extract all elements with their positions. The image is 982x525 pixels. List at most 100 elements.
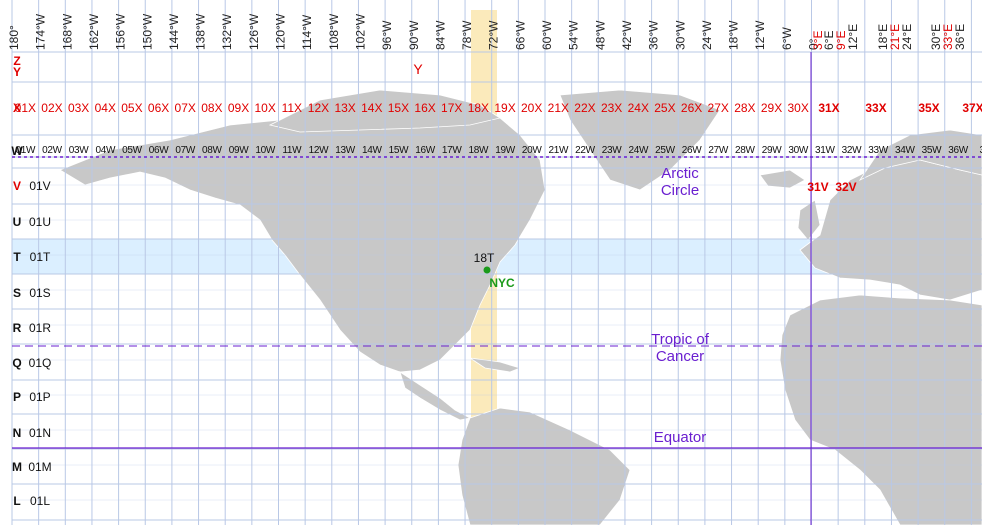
nyc-label: NYC xyxy=(489,276,515,290)
zone-label-w: 05W xyxy=(122,145,143,156)
zone-label-w: 15W xyxy=(389,145,410,156)
zone-label-w: 28W xyxy=(735,145,756,156)
zone-label-w: 01W xyxy=(15,145,36,156)
nyc-marker[interactable] xyxy=(483,266,491,274)
zone-label-w: 14W xyxy=(362,145,383,156)
zone-label-x: 10X xyxy=(254,101,275,115)
zone-label-w: 35W xyxy=(922,145,943,156)
longitude-label: 60°W xyxy=(540,20,554,50)
zone-label-01: 01P xyxy=(29,390,50,404)
longitude-label: 30°W xyxy=(673,20,687,50)
zone-label-w: 17W xyxy=(442,145,463,156)
latitude-band-letter: U xyxy=(13,215,22,229)
zone-label-w: 32W xyxy=(842,145,863,156)
longitude-label: 90°W xyxy=(407,20,421,50)
longitude-label: 156°W xyxy=(114,13,128,50)
latitude-band-letter: Y xyxy=(13,65,21,79)
zone-label-w: 21W xyxy=(548,145,569,156)
zone-label-01: 01N xyxy=(29,426,51,440)
zone-label-w: 16W xyxy=(415,145,436,156)
zone-label-x: 33X xyxy=(865,101,886,115)
zone-label-x: 25X xyxy=(654,101,675,115)
zone-label-x: 35X xyxy=(918,101,939,115)
zone-31v-label: 31V xyxy=(807,180,828,194)
longitude-label: 144°W xyxy=(167,13,181,50)
zone-label-x: 20X xyxy=(521,101,542,115)
zone-label-x: 21X xyxy=(548,101,569,115)
zone-label-w: 29W xyxy=(762,145,783,156)
longitude-label: 96°W xyxy=(380,20,394,50)
zone-column-01: 01V 01U 01T 01S 01R 01Q 01P 01N 01M 01L xyxy=(28,179,51,508)
zone-label-x: 04X xyxy=(95,101,116,115)
zone-label-x: 15X xyxy=(388,101,409,115)
arctic-circle-label-line2: Circle xyxy=(661,182,699,199)
tropic-of-cancer-label-line2: Cancer xyxy=(656,348,704,365)
zone-label-01: 01V xyxy=(29,179,50,193)
zone-label-x: 12X xyxy=(308,101,329,115)
zone-label-w: 36W xyxy=(948,145,969,156)
longitude-label: 42°W xyxy=(620,20,634,50)
longitude-label: 72°W xyxy=(487,20,501,50)
longitude-label: 66°W xyxy=(513,20,527,50)
zone-label-w: 27W xyxy=(708,145,729,156)
zone-label-x: 30X xyxy=(787,101,808,115)
zone-label-x: 31X xyxy=(818,101,839,115)
zone-label-x: 06X xyxy=(148,101,169,115)
latitude-band-letter: M xyxy=(12,460,22,474)
zone-label-01: 01Q xyxy=(29,356,52,370)
zone-label-w: 13W xyxy=(335,145,356,156)
latitude-band-letter: Z xyxy=(13,54,20,68)
zone-label-x: 22X xyxy=(574,101,595,115)
zone-label-x: 17X xyxy=(441,101,462,115)
zone-label-w: 25W xyxy=(655,145,676,156)
longitude-label: 6°E xyxy=(822,31,836,50)
longitude-label: 162°W xyxy=(87,13,101,50)
longitude-label: 150°W xyxy=(140,13,154,50)
longitude-label: 132°W xyxy=(220,13,234,50)
longitude-label: 84°W xyxy=(433,20,447,50)
longitude-label: 114°W xyxy=(300,14,314,50)
zone-label-01: 01M xyxy=(28,460,51,474)
longitude-label: 36°W xyxy=(647,20,661,50)
longitude-label: 0° xyxy=(807,38,821,50)
zone-label-x: 19X xyxy=(494,101,515,115)
longitude-label: 54°W xyxy=(567,20,581,50)
longitude-label: 24°W xyxy=(700,20,714,50)
zone-label-x: 03X xyxy=(68,101,89,115)
equator-label: Equator xyxy=(654,429,707,446)
longitude-label: 168°W xyxy=(60,13,74,50)
longitude-label: 174°W xyxy=(34,13,48,50)
nyc-zone-label: 18T xyxy=(474,251,495,265)
zone-y-label: Y xyxy=(413,61,423,77)
zone-label-x: 28X xyxy=(734,101,755,115)
latitude-band-letter: N xyxy=(13,426,22,440)
latitude-band-letter: W xyxy=(11,144,23,158)
zone-row-w: 01W 02W 03W 04W 05W 06W 07W 08W 09W 10W 11W 12W 13W 1… xyxy=(15,145,982,156)
longitude-label: 33°E xyxy=(941,24,955,50)
iceland-landmass xyxy=(759,169,806,189)
zone-label-w: 08W xyxy=(202,145,223,156)
zone-label-x: 07X xyxy=(175,101,196,115)
longitude-label: 18°E xyxy=(876,24,890,50)
zone-label-w: 23W xyxy=(602,145,623,156)
zone-label-01: 01T xyxy=(30,250,51,264)
zone-label-w: 19W xyxy=(495,145,516,156)
south-america-landmass xyxy=(457,407,631,525)
latitude-band-letter: S xyxy=(13,286,21,300)
caribbean-islands xyxy=(469,357,522,373)
latitude-band-letter: T xyxy=(13,250,21,264)
zone-label-x: 26X xyxy=(681,101,702,115)
longitude-label: 120°W xyxy=(274,13,288,50)
zone-label-w: 07W xyxy=(175,145,196,156)
zone-label-x: 24X xyxy=(628,101,649,115)
zone-label-w: 12W xyxy=(309,145,330,156)
zone-label-w: 11W xyxy=(282,145,302,156)
longitude-label: 180° xyxy=(7,25,21,50)
longitude-label: 18°W xyxy=(727,20,741,50)
zone-label-x: 18X xyxy=(468,101,489,115)
zone-label-w: 37 xyxy=(979,145,982,156)
zone-label-01: 01R xyxy=(29,321,51,335)
zone-label-01: 01U xyxy=(29,215,51,229)
zone-label-x: 05X xyxy=(121,101,142,115)
